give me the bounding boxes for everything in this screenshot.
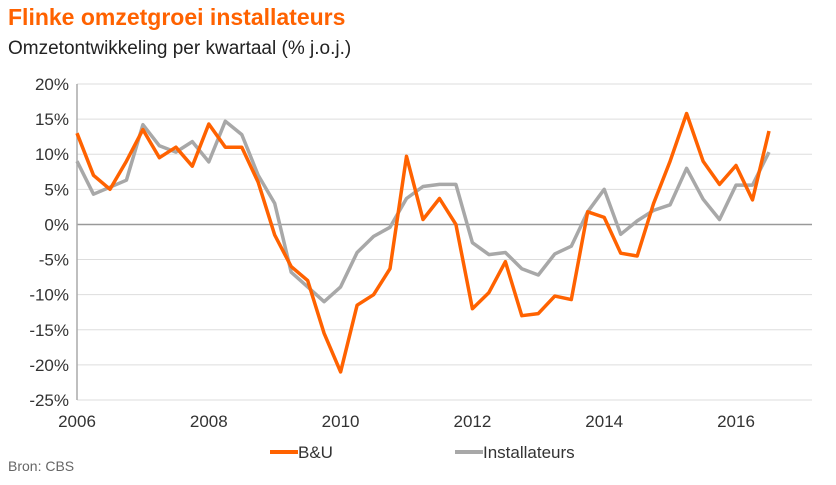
y-tick-label: -25% bbox=[29, 391, 69, 410]
chart-subtitle: Omzetontwikkeling per kwartaal (% j.o.j.… bbox=[8, 38, 352, 59]
y-tick-label: 15% bbox=[35, 110, 69, 129]
y-tick-label: -20% bbox=[29, 356, 69, 375]
legend-label: Installateurs bbox=[483, 443, 575, 462]
x-tick-label: 2008 bbox=[190, 412, 228, 431]
y-tick-label: -10% bbox=[29, 286, 69, 305]
x-tick-label: 2010 bbox=[322, 412, 360, 431]
legend-label: B&U bbox=[298, 443, 333, 462]
x-tick-label: 2014 bbox=[585, 412, 623, 431]
y-tick-label: 10% bbox=[35, 145, 69, 164]
chart-title: Flinke omzetgroei installateurs bbox=[8, 4, 346, 30]
y-tick-label: -5% bbox=[39, 251, 69, 270]
y-tick-label: -15% bbox=[29, 321, 69, 340]
y-tick-label: 20% bbox=[35, 75, 69, 94]
series-line-installateurs bbox=[75, 119, 771, 304]
y-tick-label: 5% bbox=[44, 180, 69, 199]
y-tick-label: 0% bbox=[44, 215, 69, 234]
x-tick-label: 2016 bbox=[717, 412, 755, 431]
x-tick-label: 2012 bbox=[453, 412, 491, 431]
series-line-bu bbox=[75, 111, 771, 374]
source-note: Bron: CBS bbox=[8, 458, 75, 474]
x-tick-label: 2006 bbox=[58, 412, 96, 431]
